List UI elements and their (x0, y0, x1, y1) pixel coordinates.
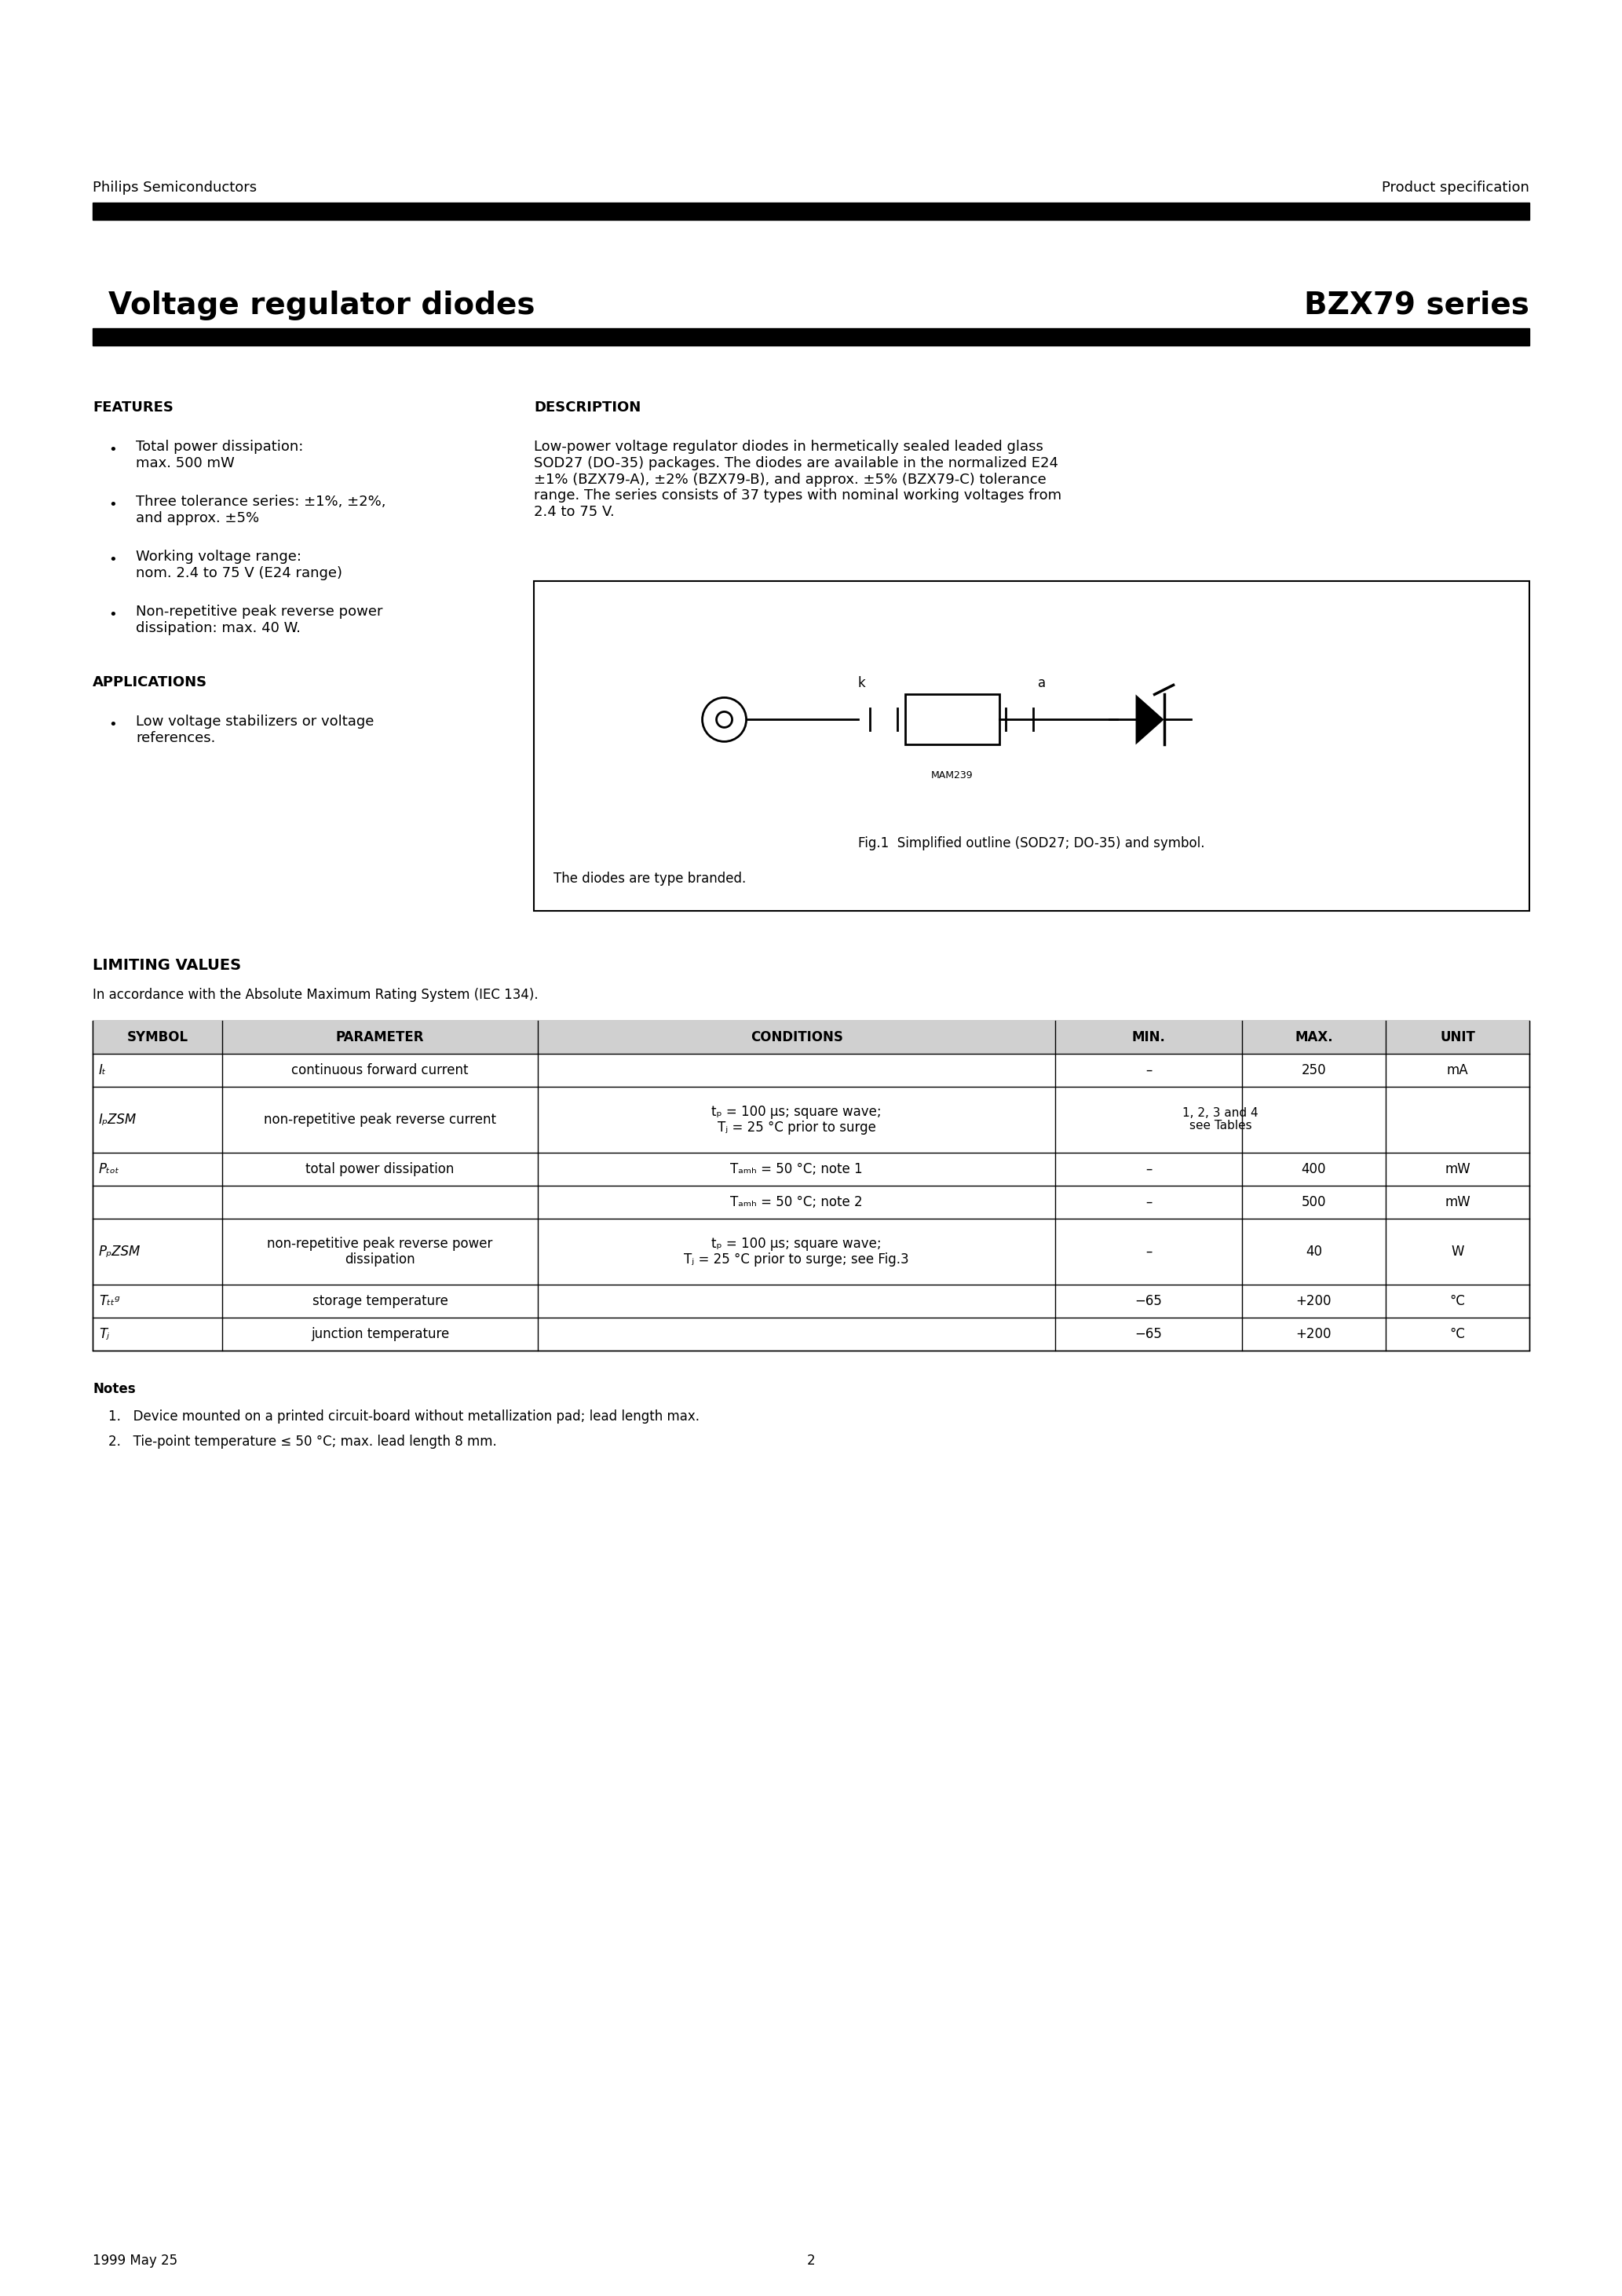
Text: –: – (1145, 1196, 1152, 1210)
Text: Working voltage range:
nom. 2.4 to 75 V (E24 range): Working voltage range: nom. 2.4 to 75 V … (136, 549, 342, 581)
Text: Pₜₒₜ: Pₜₒₜ (99, 1162, 120, 1176)
Text: °C: °C (1450, 1327, 1465, 1341)
Text: Tₜₜᵍ: Tₜₜᵍ (99, 1295, 120, 1309)
Text: 1999 May 25: 1999 May 25 (92, 2255, 177, 2268)
Bar (534, 581, 1530, 912)
Text: •: • (109, 553, 117, 567)
Text: Tₐₘₕ = 50 °C; note 2: Tₐₘₕ = 50 °C; note 2 (730, 1196, 863, 1210)
Text: FEATURES: FEATURES (92, 400, 174, 416)
Bar (905, 693, 999, 744)
Text: PₚZSM: PₚZSM (99, 1244, 141, 1258)
Text: Product specification: Product specification (1382, 181, 1530, 195)
Text: a: a (1038, 677, 1046, 691)
Text: 250: 250 (1301, 1063, 1327, 1077)
Text: CONDITIONS: CONDITIONS (751, 1031, 843, 1045)
Text: tₚ = 100 µs; square wave;
Tⱼ = 25 °C prior to surge; see Fig.3: tₚ = 100 µs; square wave; Tⱼ = 25 °C pri… (684, 1238, 910, 1267)
Text: mW: mW (1445, 1196, 1471, 1210)
Text: junction temperature: junction temperature (311, 1327, 449, 1341)
Text: 2: 2 (806, 2255, 816, 2268)
Bar (92, 1022, 1530, 1350)
Text: Low voltage stabilizers or voltage
references.: Low voltage stabilizers or voltage refer… (136, 714, 375, 744)
Text: •: • (109, 719, 117, 732)
Text: Iₜ: Iₜ (99, 1063, 107, 1077)
Text: BZX79 series: BZX79 series (1304, 292, 1530, 321)
Text: total power dissipation: total power dissipation (305, 1162, 454, 1176)
Text: DESCRIPTION: DESCRIPTION (534, 400, 641, 416)
Text: 1.   Device mounted on a printed circuit-board without metallization pad; lead l: 1. Device mounted on a printed circuit-b… (109, 1410, 699, 1424)
Text: –: – (1145, 1244, 1152, 1258)
Text: mW: mW (1445, 1162, 1471, 1176)
Text: mA: mA (1447, 1063, 1468, 1077)
Text: non-repetitive peak reverse current: non-repetitive peak reverse current (264, 1114, 496, 1127)
Polygon shape (1135, 693, 1165, 744)
Text: The diodes are type branded.: The diodes are type branded. (553, 872, 746, 886)
Text: Fig.1  Simplified outline (SOD27; DO-35) and symbol.: Fig.1 Simplified outline (SOD27; DO-35) … (858, 836, 1205, 850)
Text: +200: +200 (1296, 1327, 1332, 1341)
Text: see Tables: see Tables (1189, 1120, 1252, 1132)
Text: W: W (1452, 1244, 1465, 1258)
Text: APPLICATIONS: APPLICATIONS (92, 675, 208, 689)
Text: MAX.: MAX. (1294, 1031, 1333, 1045)
Text: UNIT: UNIT (1440, 1031, 1474, 1045)
Text: Low-power voltage regulator diodes in hermetically sealed leaded glass
SOD27 (DO: Low-power voltage regulator diodes in he… (534, 441, 1061, 519)
Bar (92, 328, 1530, 344)
Text: •: • (109, 498, 117, 512)
Text: 500: 500 (1301, 1196, 1327, 1210)
Text: 40: 40 (1306, 1244, 1322, 1258)
Text: MIN.: MIN. (1132, 1031, 1166, 1045)
Text: SYMBOL: SYMBOL (127, 1031, 188, 1045)
Text: Notes: Notes (92, 1382, 136, 1396)
Text: In accordance with the Absolute Maximum Rating System (IEC 134).: In accordance with the Absolute Maximum … (92, 987, 539, 1001)
Text: Philips Semiconductors: Philips Semiconductors (92, 181, 256, 195)
Text: Tₐₘₕ = 50 °C; note 1: Tₐₘₕ = 50 °C; note 1 (730, 1162, 863, 1176)
Text: IₚZSM: IₚZSM (99, 1114, 136, 1127)
Text: 2.   Tie-point temperature ≤ 50 °C; max. lead length 8 mm.: 2. Tie-point temperature ≤ 50 °C; max. l… (109, 1435, 496, 1449)
Text: •: • (109, 608, 117, 622)
Text: –: – (1145, 1162, 1152, 1176)
Text: Three tolerance series: ±1%, ±2%,
and approx. ±5%: Three tolerance series: ±1%, ±2%, and ap… (136, 494, 386, 526)
Text: •: • (109, 443, 117, 457)
Text: –: – (1145, 1063, 1152, 1077)
Text: LIMITING VALUES: LIMITING VALUES (92, 957, 242, 974)
Text: Non-repetitive peak reverse power
dissipation: max. 40 W.: Non-repetitive peak reverse power dissip… (136, 604, 383, 636)
Text: Tⱼ: Tⱼ (99, 1327, 109, 1341)
Text: +200: +200 (1296, 1295, 1332, 1309)
Bar (92, 1022, 1530, 1054)
Text: non-repetitive peak reverse power
dissipation: non-repetitive peak reverse power dissip… (268, 1238, 493, 1267)
Text: −65: −65 (1135, 1327, 1163, 1341)
Text: Voltage regulator diodes: Voltage regulator diodes (109, 292, 535, 321)
Text: PARAMETER: PARAMETER (336, 1031, 423, 1045)
Text: k: k (858, 677, 866, 691)
Bar (92, 202, 1530, 220)
Text: MAM239: MAM239 (931, 771, 973, 781)
Text: 1, 2, 3 and 4: 1, 2, 3 and 4 (1182, 1107, 1259, 1120)
Text: Total power dissipation:
max. 500 mW: Total power dissipation: max. 500 mW (136, 441, 303, 471)
Text: tₚ = 100 µs; square wave;
Tⱼ = 25 °C prior to surge: tₚ = 100 µs; square wave; Tⱼ = 25 °C pri… (712, 1104, 882, 1134)
Text: 400: 400 (1301, 1162, 1327, 1176)
Text: continuous forward current: continuous forward current (292, 1063, 469, 1077)
Text: storage temperature: storage temperature (311, 1295, 448, 1309)
Text: °C: °C (1450, 1295, 1465, 1309)
Text: −65: −65 (1135, 1295, 1163, 1309)
